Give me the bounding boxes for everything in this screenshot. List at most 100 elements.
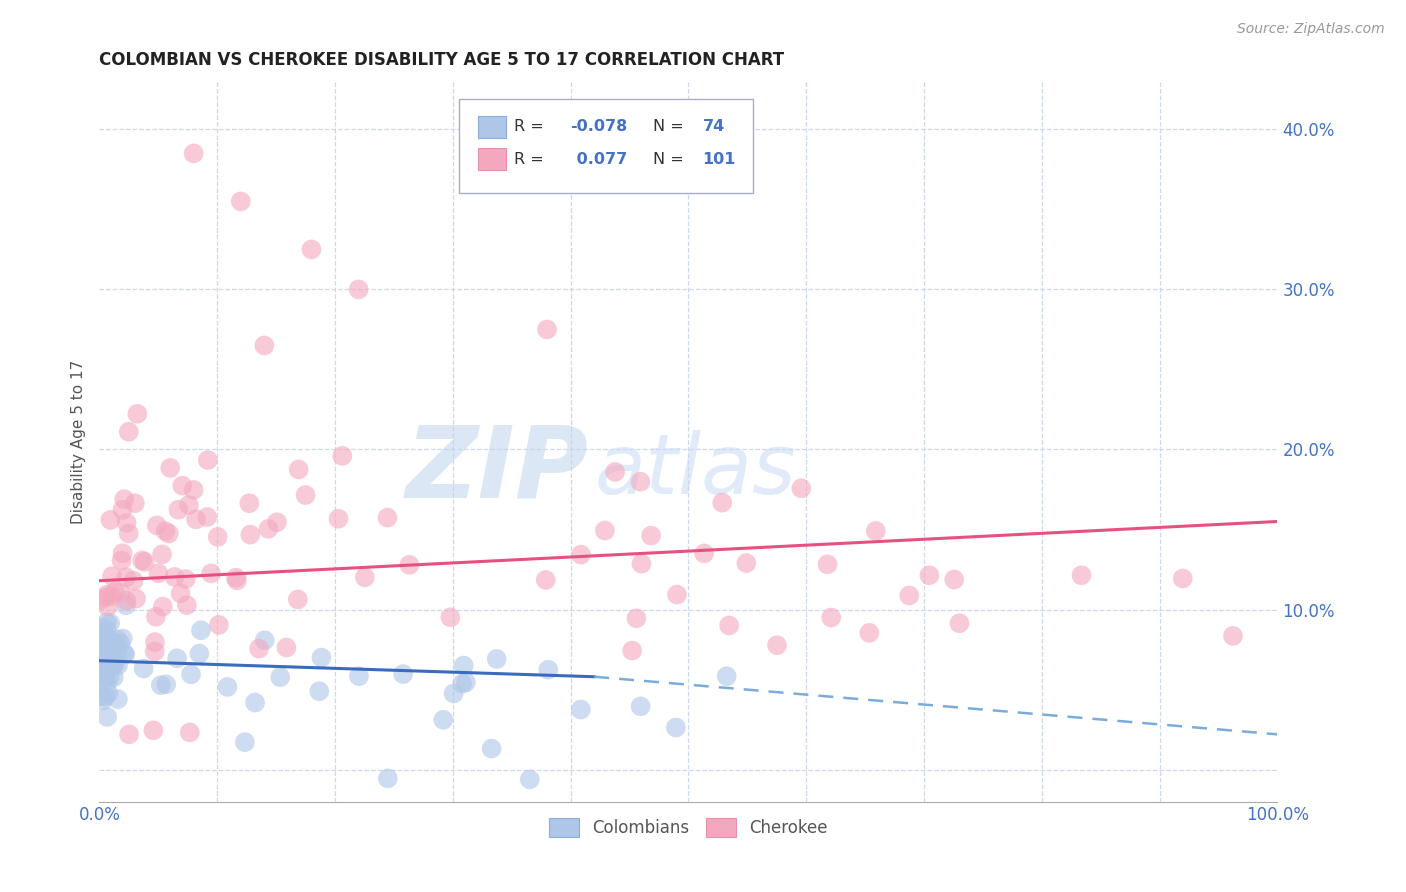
Text: 101: 101 (703, 152, 735, 167)
Point (184, 512, 207, 526)
Point (858, 625, 880, 640)
Point (481, 741, 503, 756)
Point (180, 667, 202, 681)
Point (176, 598, 198, 612)
Point (94, 651, 117, 665)
Point (1222, 629, 1244, 643)
Point (718, 618, 741, 632)
Point (195, 510, 218, 524)
Point (118, 526, 141, 541)
Point (107, 692, 129, 706)
Point (90, 639, 112, 653)
Point (148, 566, 170, 581)
Point (735, 556, 758, 570)
Point (190, 624, 212, 638)
Point (167, 502, 190, 516)
Point (943, 573, 966, 587)
Point (104, 585, 127, 599)
Point (169, 586, 191, 600)
Point (118, 727, 141, 741)
Point (287, 462, 309, 476)
Point (166, 651, 188, 665)
Point (107, 658, 129, 673)
Point (377, 772, 399, 786)
Point (103, 670, 125, 684)
Point (485, 652, 508, 666)
Point (115, 516, 138, 530)
Point (439, 610, 461, 624)
Text: 74: 74 (703, 120, 725, 134)
Point (111, 503, 134, 517)
Point (432, 713, 454, 727)
Point (91, 665, 114, 679)
Point (91, 620, 114, 634)
Point (96, 623, 118, 637)
Point (817, 558, 839, 572)
Point (353, 570, 375, 584)
Point (233, 735, 256, 749)
Point (301, 243, 323, 257)
Point (308, 684, 330, 698)
Point (91, 694, 114, 708)
Text: N =: N = (652, 152, 689, 167)
Point (93, 672, 115, 686)
Point (226, 574, 249, 588)
Point (177, 498, 200, 512)
Point (96, 676, 118, 690)
Point (630, 475, 652, 489)
Point (110, 586, 132, 600)
Point (665, 588, 688, 602)
Point (603, 465, 626, 479)
Point (101, 569, 124, 583)
Point (243, 696, 266, 710)
Point (711, 496, 734, 510)
Point (97, 686, 120, 700)
Point (247, 641, 270, 656)
Point (105, 648, 128, 662)
Point (91, 670, 114, 684)
Point (172, 478, 194, 492)
Point (630, 699, 652, 714)
Point (229, 194, 252, 209)
Point (519, 772, 541, 787)
Point (269, 670, 291, 684)
Point (100, 513, 122, 527)
Point (239, 527, 262, 541)
Point (93, 629, 115, 643)
Point (569, 548, 592, 562)
Point (225, 571, 247, 585)
Point (257, 522, 280, 536)
Point (134, 555, 156, 569)
Point (94, 690, 117, 704)
Point (716, 669, 738, 683)
Point (207, 530, 229, 544)
Point (89, 638, 111, 652)
FancyBboxPatch shape (478, 148, 506, 170)
Point (626, 611, 648, 625)
Point (155, 677, 177, 691)
Point (330, 449, 353, 463)
Point (898, 589, 921, 603)
Point (115, 570, 138, 584)
Point (1070, 568, 1092, 582)
Point (179, 725, 201, 739)
Point (89, 642, 111, 657)
Point (183, 146, 205, 161)
Text: R =: R = (515, 120, 548, 134)
Point (569, 702, 592, 716)
Point (98, 640, 121, 655)
Point (454, 675, 477, 690)
Point (90, 648, 112, 663)
Point (398, 558, 420, 572)
Point (294, 488, 316, 502)
Point (152, 599, 174, 614)
Legend: Colombians, Cherokee: Colombians, Cherokee (543, 811, 835, 844)
Point (238, 496, 260, 510)
Point (97, 599, 120, 614)
FancyBboxPatch shape (458, 99, 754, 193)
Point (89, 632, 111, 647)
Point (94, 590, 117, 604)
Point (98, 670, 121, 684)
Point (115, 598, 138, 612)
Point (328, 512, 350, 526)
